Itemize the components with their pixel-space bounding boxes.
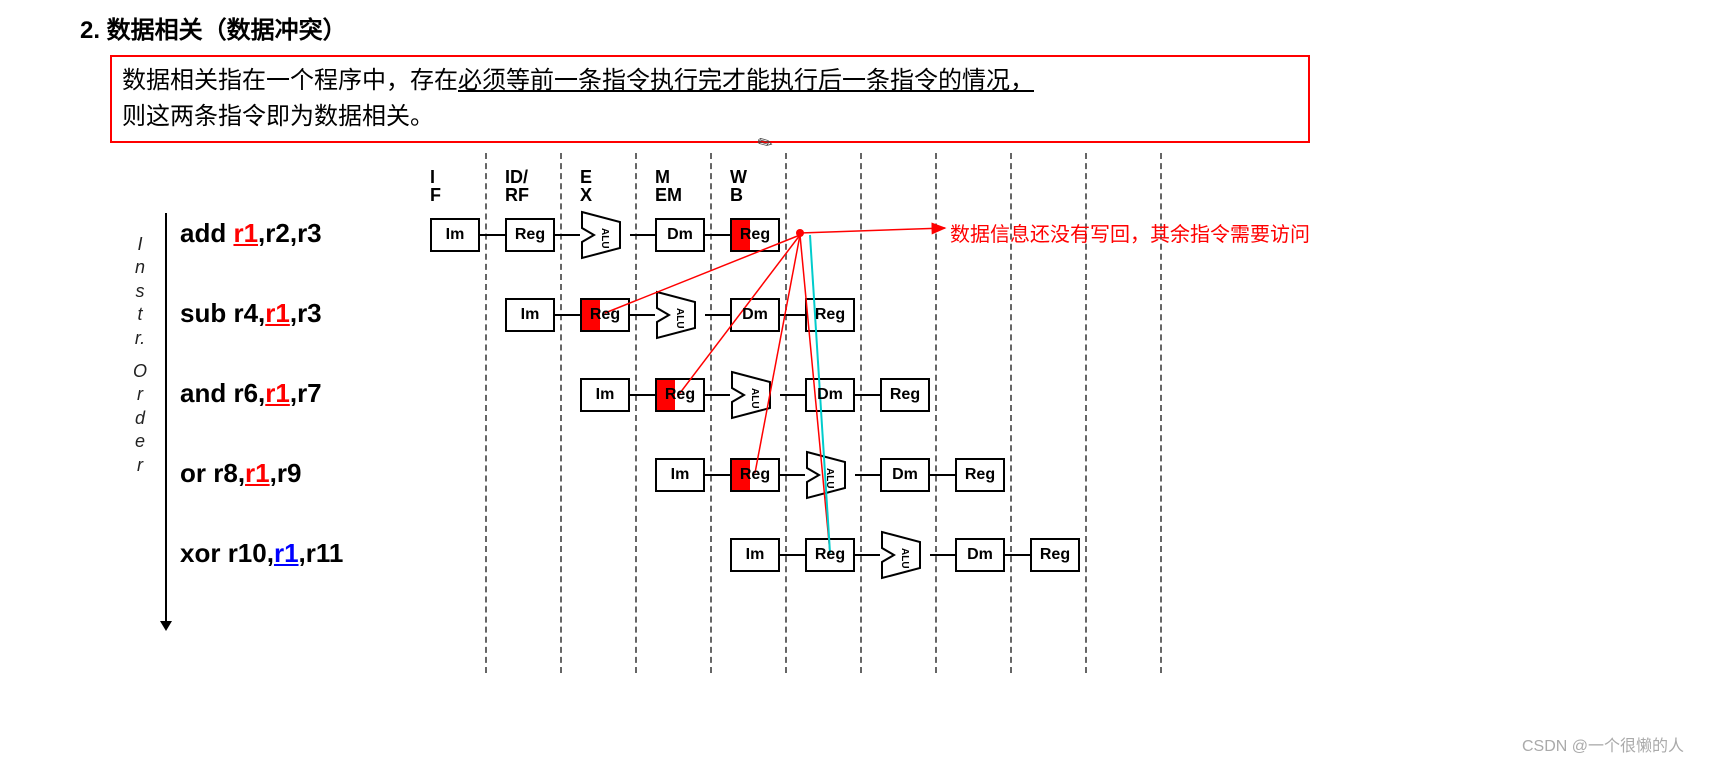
im-box: Im (655, 458, 705, 492)
alu-stage: ALU (655, 290, 697, 340)
instruction-1: sub r4,r1,r3 (180, 298, 322, 329)
stage-connector (555, 314, 580, 316)
reg-box: Reg (505, 218, 555, 252)
dm-box: Dm (730, 298, 780, 332)
cycle-divider (860, 153, 862, 673)
stage-connector (780, 554, 805, 556)
cycle-divider (710, 153, 712, 673)
stage-connector (855, 554, 880, 556)
cycle-divider (560, 153, 562, 673)
alu-stage: ALU (880, 530, 922, 580)
svg-text:ALU: ALU (599, 228, 610, 249)
cycle-divider (635, 153, 637, 673)
im-box: Im (430, 218, 480, 252)
def-post: 则这两条指令即为数据相关。 (122, 103, 434, 130)
stage-connector (780, 314, 805, 316)
hazard-origin-dot (796, 229, 804, 237)
stage-header-id-rf: ID/RF (505, 168, 565, 204)
im-box: Im (580, 378, 630, 412)
instruction-2: and r6,r1,r7 (180, 378, 322, 409)
stage-connector (705, 474, 730, 476)
reg-box: Reg (730, 458, 780, 492)
stage-connector (930, 474, 955, 476)
cycle-divider (935, 153, 937, 673)
instruction-4: xor r10,r1,r11 (180, 538, 343, 569)
pipeline-diagram: ✎ Instr. Order IFID/RFEXMEMWB add r1,r2,… (130, 153, 1530, 693)
stage-header-if: IF (430, 168, 490, 204)
stage-connector (780, 474, 805, 476)
stage-header-wb: WB (730, 168, 790, 204)
reg-box: Reg (880, 378, 930, 412)
annotation-text: 数据信息还没有写回，其余指令需要访问 (950, 218, 1310, 247)
vertical-axis-label: Instr. Order (130, 233, 150, 477)
svg-text:ALU: ALU (824, 468, 835, 489)
stage-connector (1005, 554, 1030, 556)
watermark: CSDN @一个很懒的人 (1522, 732, 1684, 756)
stage-connector (930, 554, 955, 556)
im-box: Im (505, 298, 555, 332)
reg-box: Reg (730, 218, 780, 252)
stage-connector (855, 394, 880, 396)
stage-connector (480, 234, 505, 236)
stage-connector (780, 394, 805, 396)
stage-connector (630, 314, 655, 316)
dm-box: Dm (805, 378, 855, 412)
stage-connector (705, 314, 730, 316)
dm-box: Dm (880, 458, 930, 492)
cycle-divider (785, 153, 787, 673)
stage-header-mem: MEM (655, 168, 715, 204)
alu-stage: ALU (730, 370, 772, 420)
def-pre: 数据相关指在一个程序中，存在 (122, 67, 458, 94)
stage-connector (705, 394, 730, 396)
svg-text:ALU: ALU (674, 308, 685, 329)
cycle-divider (485, 153, 487, 673)
reg-box: Reg (1030, 538, 1080, 572)
reg-box: Reg (955, 458, 1005, 492)
stage-connector (630, 394, 655, 396)
definition-box: 数据相关指在一个程序中，存在必须等前一条指令执行完才能执行后一条指令的情况， 则… (110, 55, 1310, 143)
stage-connector (555, 234, 580, 236)
section-title: 2. 数据相关（数据冲突） (80, 10, 1704, 45)
stage-connector (705, 234, 730, 236)
alu-stage: ALU (580, 210, 622, 260)
instr-order-arrow (165, 213, 167, 623)
stage-header-ex: EX (580, 168, 640, 204)
reg-box: Reg (805, 538, 855, 572)
instruction-0: add r1,r2,r3 (180, 218, 322, 249)
svg-text:ALU: ALU (749, 388, 760, 409)
svg-text:ALU: ALU (899, 548, 910, 569)
hazard-lines (130, 153, 1530, 693)
stage-connector (630, 234, 655, 236)
stage-connector (855, 474, 880, 476)
reg-box: Reg (580, 298, 630, 332)
def-underlined: 必须等前一条指令执行完才能执行后一条指令的情况， (458, 67, 1034, 94)
im-box: Im (730, 538, 780, 572)
alu-stage: ALU (805, 450, 847, 500)
reg-box: Reg (655, 378, 705, 412)
reg-box: Reg (805, 298, 855, 332)
instruction-3: or r8,r1,r9 (180, 458, 301, 489)
dm-box: Dm (655, 218, 705, 252)
dm-box: Dm (955, 538, 1005, 572)
